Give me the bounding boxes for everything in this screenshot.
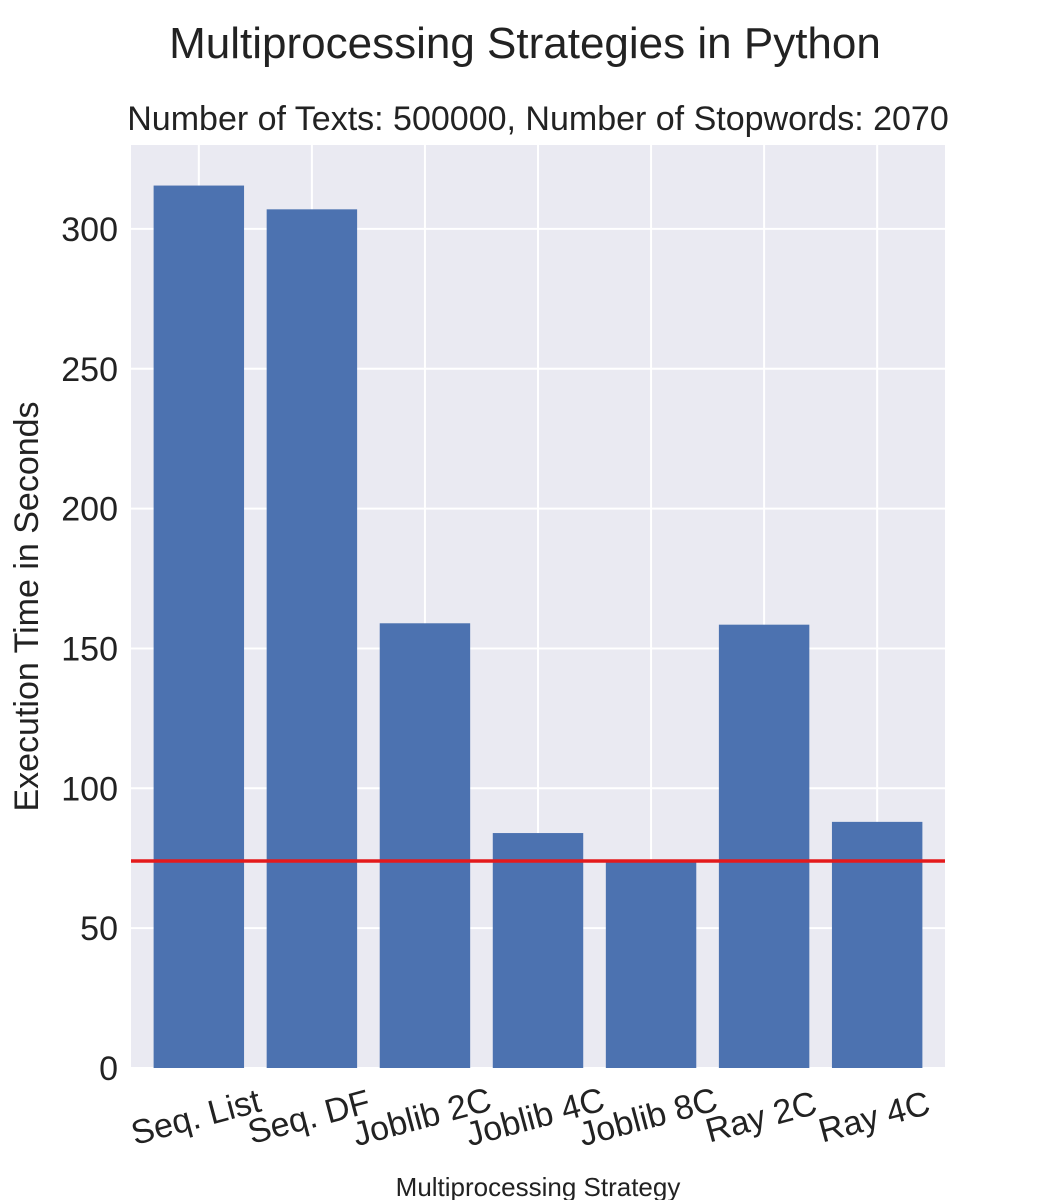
bars [153,185,923,1069]
bar [492,833,584,1068]
y-tick-label: 100 [61,770,118,808]
y-tick-label: 150 [61,630,118,668]
bar [379,623,471,1068]
chart-title: Multiprocessing Strategies in Python [169,19,881,68]
y-tick-label: 300 [61,211,118,249]
y-tick-label: 200 [61,491,118,529]
x-tick-label: Ray 4C [815,1084,934,1150]
bar [266,209,358,1068]
x-axis-label: Multiprocessing Strategy [396,1172,681,1200]
y-axis-label: Execution Time in Seconds [8,401,46,811]
bar [605,861,697,1068]
x-tick-label: Ray 2C [702,1084,821,1150]
bar [718,624,810,1068]
bar [153,185,245,1069]
bar [831,821,923,1068]
y-tick-label: 50 [80,910,118,948]
chart-subtitle: Number of Texts: 500000, Number of Stopw… [127,100,949,138]
y-tick-label: 0 [99,1050,118,1088]
y-tick-label: 250 [61,351,118,389]
y-axis: 0 50 100 150 200 250 300 [61,211,118,1088]
